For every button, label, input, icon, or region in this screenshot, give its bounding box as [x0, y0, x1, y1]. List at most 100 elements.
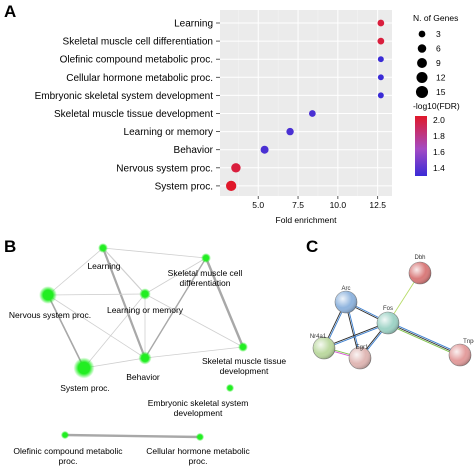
color-legend-label: 1.4: [433, 163, 445, 173]
size-legend-label: 15: [436, 87, 446, 97]
panel-b-letter: B: [4, 237, 16, 256]
network-edge: [144, 293, 244, 348]
network-node: [60, 430, 70, 440]
protein-label: Nr4a1: [310, 334, 327, 340]
color-legend-title: -log10(FDR): [413, 101, 460, 111]
size-legend-dot: [418, 30, 426, 38]
panel-a-letter: A: [4, 2, 16, 21]
protein-node-arc: Arc: [334, 286, 358, 314]
data-point: [377, 56, 384, 63]
network-node-label: Nervous system proc.: [9, 310, 91, 320]
protein-node-dbh: Dbh: [408, 255, 432, 285]
protein-node-tnpo: Tnpo: [448, 339, 474, 367]
network-edge: [47, 294, 85, 369]
y-tick-label: Olefinic compound metabolic proc.: [60, 55, 213, 66]
x-tick-label: 10.0: [330, 200, 347, 210]
network-node-label: Learning: [87, 261, 120, 271]
protein-ball-shade: [409, 262, 431, 284]
color-legend: -log10(FDR) 1.4 1.6 1.8 2.0: [413, 101, 460, 176]
panel-b: B Learning Skeletal muscle celldifferenti…: [4, 237, 286, 466]
color-legend-label: 2.0: [433, 115, 445, 125]
network-node: [201, 253, 211, 263]
network-b-nodes: [39, 243, 248, 442]
network-edge: [47, 247, 104, 296]
network-node-label: Learning or memory: [107, 305, 184, 315]
network-node: [195, 432, 205, 442]
network-node-label: differentiation: [180, 278, 231, 288]
network-node: [138, 351, 152, 365]
protein-label: Tnpo: [463, 339, 474, 345]
x-tick-label: 12.5: [369, 200, 386, 210]
network-edge: [101, 247, 147, 359]
size-legend-label: 9: [436, 58, 441, 68]
size-legend-dot: [415, 85, 429, 99]
data-point: [286, 127, 294, 136]
size-legend-dot: [416, 71, 428, 84]
y-tick-label: Cellular hormone metabolic proc.: [66, 73, 213, 84]
network-node: [39, 286, 57, 304]
network-node-label: proc.: [59, 456, 78, 466]
panel-c-letter: C: [306, 237, 318, 256]
y-tick-label: Learning or memory: [124, 127, 213, 138]
y-axis-labels: Learning Skeletal muscle cell differentia…: [35, 19, 220, 192]
network-b-edges: [47, 247, 245, 439]
protein-ball-shade: [349, 347, 371, 369]
network-edge: [204, 257, 245, 348]
network-c-edge: [323, 321, 388, 348]
network-node-label: Behavior: [126, 372, 160, 382]
data-point: [231, 163, 241, 173]
protein-label: Egr1: [356, 345, 369, 351]
data-point: [225, 180, 237, 192]
y-tick-label: Learning: [174, 19, 213, 30]
network-node-label: Olefinic compound metabolic: [13, 446, 123, 456]
color-legend-label: 1.6: [433, 147, 445, 157]
data-point: [377, 37, 385, 45]
network-edge: [64, 433, 201, 439]
y-tick-label: Skeletal muscle cell differentiation: [63, 37, 213, 48]
size-legend-label: 12: [436, 73, 446, 83]
network-node-label: development: [220, 366, 269, 376]
network-edge: [144, 257, 207, 359]
network-node: [98, 243, 108, 253]
data-points: [225, 19, 385, 192]
network-edge: [47, 294, 146, 359]
protein-node-nr4a1: Nr4a1: [310, 334, 336, 360]
network-edge: [83, 293, 146, 369]
y-tick-label: Embryonic skeletal system development: [35, 91, 214, 102]
network-edge: [144, 346, 244, 359]
network-node-label: Cellular hormone metabolic: [146, 446, 250, 456]
size-legend: N. of Genes 3 6 9 12 15: [413, 13, 458, 99]
protein-ball-shade: [335, 291, 357, 313]
size-legend-label: 6: [436, 44, 441, 54]
network-edge: [102, 247, 146, 295]
network-edge: [102, 247, 207, 259]
data-point: [309, 110, 316, 117]
data-point: [377, 19, 385, 27]
x-axis-label: Fold enrichment: [276, 215, 338, 225]
panel-c: C Dbh Arc Fos Nr4a1 Egr1 Tnpo: [306, 237, 474, 370]
protein-ball-shade: [377, 312, 399, 334]
protein-node-fos: Fos: [376, 306, 400, 335]
size-legend-dot: [417, 58, 427, 68]
x-tick-label: 7.5: [292, 200, 304, 210]
data-point: [260, 145, 269, 154]
protein-ball-shade: [449, 344, 471, 366]
size-legend-title: N. of Genes: [413, 13, 458, 23]
x-tick-label: 5.0: [252, 200, 264, 210]
network-node-label: Skeletal muscle tissue: [202, 356, 286, 366]
protein-ball-shade: [313, 337, 335, 359]
network-c-edge: [387, 322, 461, 356]
data-point: [377, 92, 384, 99]
network-node-label: development: [174, 408, 223, 418]
y-tick-label: Behavior: [174, 145, 214, 156]
network-node: [238, 342, 248, 352]
network-node-label: proc.: [189, 456, 208, 466]
network-c-edge: [387, 323, 460, 357]
data-point: [377, 74, 384, 81]
network-edge: [144, 257, 207, 295]
network-node: [225, 383, 235, 393]
y-tick-label: Skeletal muscle tissue development: [54, 109, 213, 120]
network-c-edge: [324, 323, 389, 350]
protein-node-egr1: Egr1: [348, 345, 372, 370]
